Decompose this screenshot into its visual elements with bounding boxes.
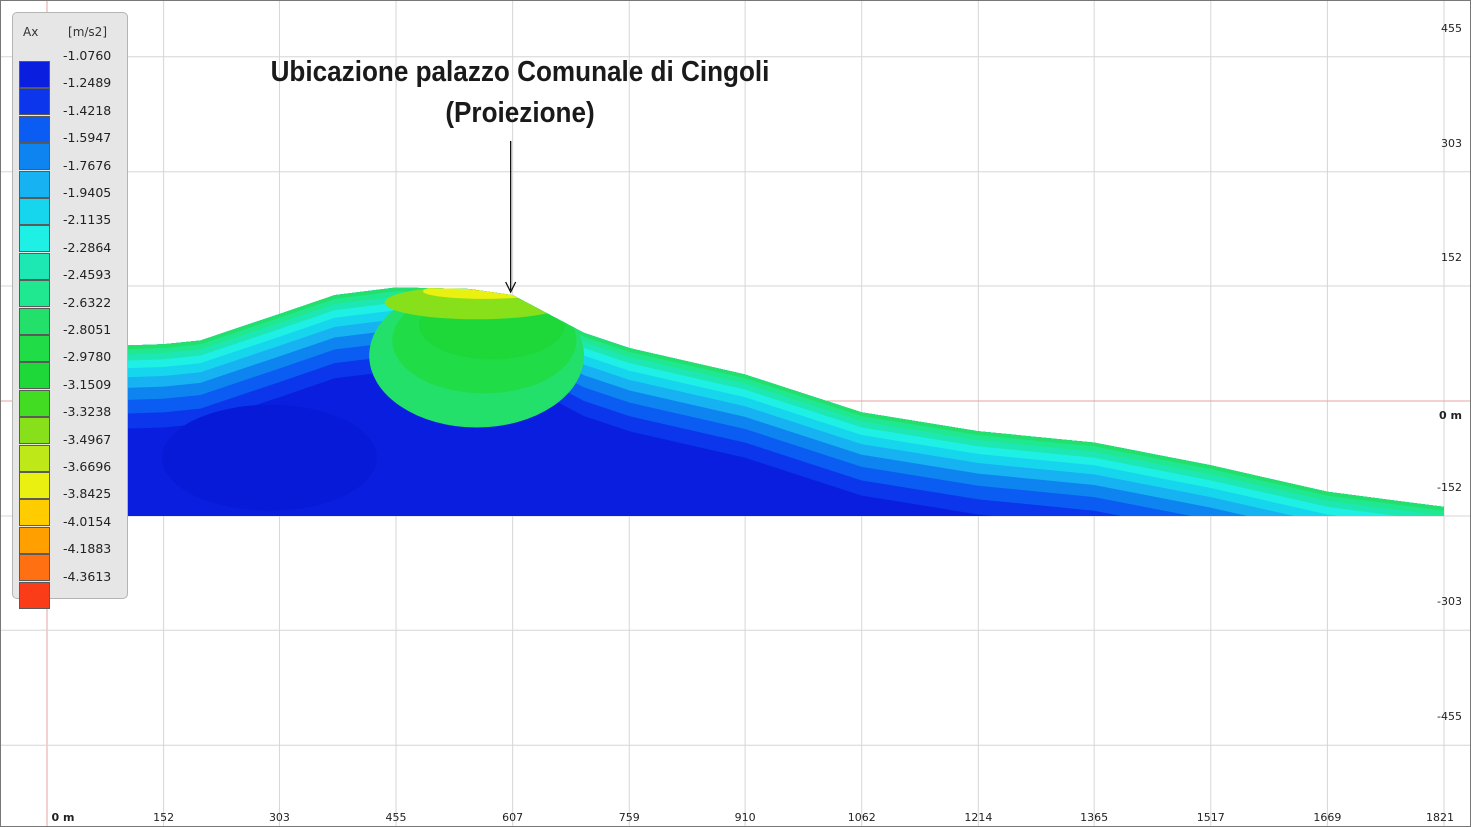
x-tick-label-7: 1062 bbox=[848, 811, 876, 824]
legend-swatch-17 bbox=[19, 526, 50, 554]
y-axis-ticks: 455 303 152 0 m -152 -303 -455 bbox=[1437, 22, 1462, 723]
legend-label-5: -1.9405 bbox=[63, 185, 112, 200]
legend-swatch-9 bbox=[19, 307, 50, 335]
x-tick-label-8: 1214 bbox=[964, 811, 992, 824]
y-tick-label-3: 0 m bbox=[1439, 409, 1462, 422]
y-tick-label-2: 152 bbox=[1441, 251, 1462, 264]
legend-swatch-4 bbox=[19, 170, 50, 198]
x-tick-label-3: 455 bbox=[386, 811, 407, 824]
legend-label-6: -2.1135 bbox=[63, 212, 112, 228]
legend-swatch-13 bbox=[19, 417, 50, 445]
annotation-arrow-head bbox=[505, 281, 517, 294]
legend-swatch-1 bbox=[19, 88, 50, 116]
y-tick-label-6: -455 bbox=[1437, 710, 1462, 723]
legend-swatch-14 bbox=[19, 444, 50, 472]
legend-unit: [m/s2] bbox=[68, 25, 107, 39]
legend-swatch-8 bbox=[19, 280, 50, 308]
legend-label-12: -3.1509 bbox=[63, 376, 112, 392]
x-tick-label-11: 1669 bbox=[1313, 811, 1341, 824]
legend-label-3: -1.5947 bbox=[63, 130, 112, 146]
x-tick-label-1: 152 bbox=[153, 811, 174, 824]
x-tick-label-5: 759 bbox=[619, 811, 640, 824]
legend-label-17: -4.0154 bbox=[63, 513, 112, 529]
y-tick-label-0: 455 bbox=[1441, 22, 1462, 35]
legend-swatch-6 bbox=[19, 225, 50, 253]
legend-label-11: -2.9780 bbox=[63, 349, 112, 365]
legend-swatch-15 bbox=[19, 472, 50, 499]
legend-label-14: -3.4967 bbox=[63, 431, 112, 447]
x-tick-label-12: 1821 bbox=[1426, 811, 1454, 824]
y-tick-label-5: -303 bbox=[1437, 595, 1462, 608]
legend-label-19: -4.3613 bbox=[63, 568, 112, 584]
x-tick-label-10: 1517 bbox=[1197, 811, 1225, 824]
legend-label-4: -1.7676 bbox=[63, 157, 112, 173]
y-tick-label-1: 303 bbox=[1441, 137, 1462, 150]
legend-label-9: -2.6322 bbox=[63, 294, 112, 310]
annotation-line-2: (Proiezione) bbox=[445, 97, 595, 129]
legend-quantity: Ax bbox=[23, 25, 39, 39]
legend-swatch-16 bbox=[19, 499, 50, 527]
annotation-line-1: Ubicazione palazzo Comunale di Cingoli bbox=[270, 56, 770, 88]
legend-label-10: -2.8051 bbox=[63, 322, 112, 337]
legend-label-1: -1.2489 bbox=[63, 75, 112, 91]
annotation-label: Ubicazione palazzo Comunale di Cingoli (… bbox=[214, 52, 826, 134]
legend-swatch-3 bbox=[19, 143, 50, 171]
legend-label-15: -3.6696 bbox=[63, 459, 112, 474]
x-tick-label-9: 1365 bbox=[1080, 811, 1108, 824]
x-tick-label-6: 910 bbox=[735, 811, 756, 824]
legend-swatch-10 bbox=[19, 335, 50, 362]
legend-swatch-7 bbox=[19, 252, 50, 280]
legend-swatch-19 bbox=[19, 581, 50, 609]
x-tick-label-4: 607 bbox=[502, 811, 523, 824]
x-axis-ticks: 0 m 152 303 455 607 759 910 1062 1214 1365 1517 166… bbox=[52, 811, 1454, 824]
legend-label-13: -3.3238 bbox=[63, 404, 112, 420]
legend-swatch-5 bbox=[19, 198, 50, 225]
x-tick-label-0: 0 m bbox=[52, 811, 75, 824]
y-tick-label-4: -152 bbox=[1437, 481, 1462, 494]
legend-label-18: -4.1883 bbox=[63, 541, 112, 557]
legend-swatch-12 bbox=[19, 389, 50, 417]
legend-swatch-11 bbox=[19, 362, 50, 390]
x-tick-label-2: 303 bbox=[269, 811, 290, 824]
legend-swatch-18 bbox=[19, 554, 50, 582]
legend-label-0: -1.0760 bbox=[63, 48, 112, 63]
legend-swatch-2 bbox=[19, 115, 50, 143]
annotation-arrow bbox=[505, 141, 517, 294]
legend-label-7: -2.2864 bbox=[63, 239, 112, 255]
legend-swatch-0 bbox=[19, 61, 50, 88]
legend-label-16: -3.8425 bbox=[63, 486, 112, 502]
legend-label-2: -1.4218 bbox=[63, 102, 112, 118]
colorbar-legend: Ax [m/s2] -1.0760 -1.2489 -1.4218 -1.5947 -1… bbox=[12, 12, 128, 609]
section-deep-pocket bbox=[162, 404, 377, 511]
legend-label-8: -2.4593 bbox=[63, 267, 112, 283]
